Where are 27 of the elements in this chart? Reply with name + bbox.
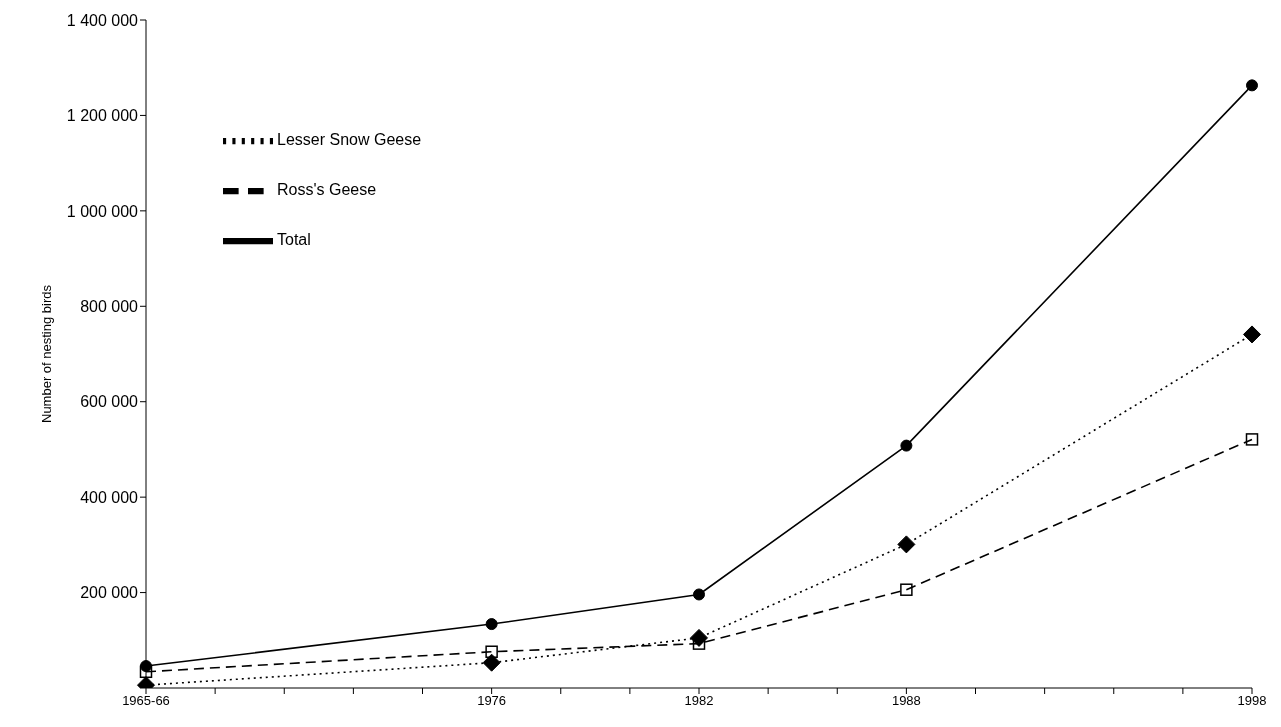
y-tick-label: 600 000 — [80, 393, 139, 411]
point — [693, 588, 705, 601]
point — [140, 660, 152, 673]
x-tick-label: 1998 — [1237, 693, 1267, 709]
legend-label: Total — [277, 231, 311, 249]
x-tick-label: 1982 — [684, 693, 714, 709]
y-tick-label: 800 000 — [80, 297, 139, 315]
x-tick-label: 1976 — [477, 693, 507, 709]
point — [897, 535, 916, 554]
y-tick-label: 1 400 000 — [66, 11, 139, 29]
legend-label: Lesser Snow Geese — [277, 131, 422, 149]
y-axis-title: Number of nesting birds — [38, 284, 54, 424]
point — [1243, 325, 1261, 344]
point — [1246, 79, 1258, 92]
point — [900, 439, 913, 452]
point — [485, 645, 498, 658]
y-tick-label: 200 000 — [80, 584, 139, 602]
point — [1245, 433, 1259, 446]
point — [485, 618, 498, 631]
y-tick-label: 400 000 — [80, 488, 139, 506]
x-tick-label: 1988 — [891, 693, 921, 709]
y-tick-label: 1 000 000 — [66, 202, 139, 220]
point — [482, 653, 501, 672]
point — [900, 583, 913, 596]
legend-label: Ross's Geese — [277, 181, 377, 199]
x-tick-label: 1965-66 — [122, 693, 170, 709]
y-tick-label: 1 200 000 — [66, 107, 139, 125]
